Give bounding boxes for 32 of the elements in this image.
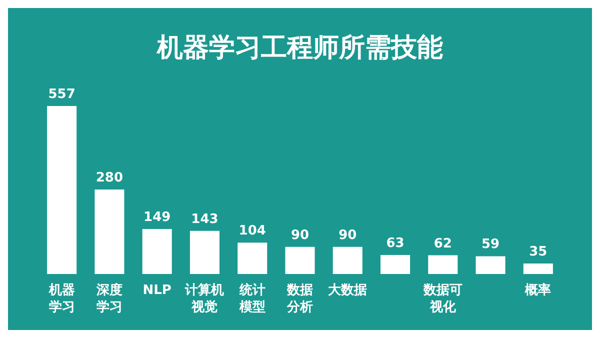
- data-label: 63: [386, 236, 404, 251]
- x-tick-label: 大数据: [328, 283, 368, 298]
- data-label: 35: [529, 244, 548, 260]
- bar: [332, 246, 362, 274]
- bar: [428, 255, 458, 274]
- data-label: 149: [144, 210, 171, 226]
- x-tick-label: 深度学习: [95, 282, 122, 315]
- x-tick-label: 概率: [524, 282, 552, 298]
- data-label: 90: [290, 228, 310, 243]
- data-label: 90: [338, 228, 357, 243]
- bar: [142, 229, 172, 274]
- bar: [523, 263, 553, 274]
- data-label: 62: [434, 236, 452, 252]
- bar: [476, 256, 506, 274]
- x-tick-label: 数据分析: [286, 283, 313, 315]
- x-tick-label: 统计模型: [238, 282, 266, 315]
- bar: [190, 230, 220, 274]
- x-tick-label: 机器学习: [48, 283, 75, 315]
- data-label: 557: [48, 86, 76, 102]
- bar: [47, 106, 77, 274]
- data-label: 104: [238, 224, 266, 239]
- data-label: 59: [482, 237, 500, 252]
- bar: [380, 254, 410, 274]
- data-label: 143: [191, 212, 218, 227]
- bar: [94, 190, 124, 274]
- data-label: 280: [96, 170, 124, 186]
- x-tick-label: 数据可视化: [422, 283, 462, 315]
- bar: [238, 242, 268, 274]
- x-tick-label: NLP: [142, 283, 172, 298]
- x-tick-label: 计算机视觉: [184, 283, 224, 315]
- chart-title: 机器学习工程师所需技能: [156, 33, 443, 63]
- bar: [285, 246, 315, 274]
